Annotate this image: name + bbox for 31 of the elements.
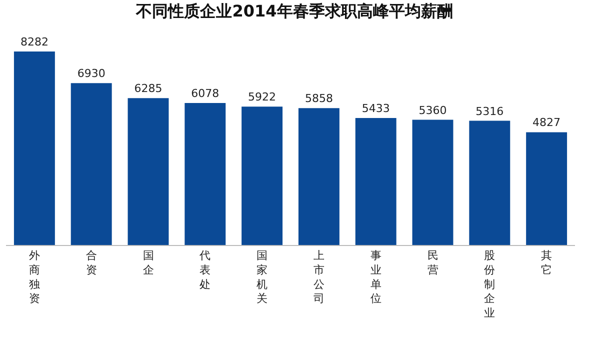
bar [298, 108, 340, 245]
bar [14, 51, 55, 245]
bar [242, 106, 283, 245]
x-tick-label: 国企 [142, 249, 154, 276]
bar [412, 120, 454, 245]
bar [184, 102, 226, 245]
x-tick-label: 代表处 [198, 249, 211, 291]
bar [469, 120, 510, 245]
data-label: 8282 [20, 35, 48, 48]
x-tick-label: 股份制企业 [484, 249, 496, 320]
data-label: 6930 [77, 67, 106, 80]
bar [128, 98, 169, 245]
x-tick-label: 事业单位 [370, 249, 382, 306]
x-tick-label: 合资 [86, 249, 97, 276]
data-label: 5316 [476, 104, 504, 118]
bar [355, 118, 396, 245]
data-label: 6285 [134, 82, 162, 96]
chart-title: 不同性质企业2014年春季求职高峰平均薪酬 [135, 1, 453, 20]
x-tick-label: 民营 [427, 249, 438, 276]
bar [526, 132, 568, 245]
data-label: 4827 [532, 116, 561, 130]
x-tick-label: 上市公司 [313, 249, 324, 306]
x-tick-label: 外商独资 [28, 249, 40, 306]
data-label: 5858 [304, 92, 333, 106]
data-label: 5922 [248, 90, 276, 104]
data-label: 6078 [191, 86, 220, 100]
data-label: 5433 [362, 102, 390, 116]
x-tick-label: 其它 [541, 249, 552, 276]
data-label: 5360 [418, 104, 447, 117]
x-tick-label: 国家机关 [256, 249, 268, 306]
bar [70, 83, 112, 245]
